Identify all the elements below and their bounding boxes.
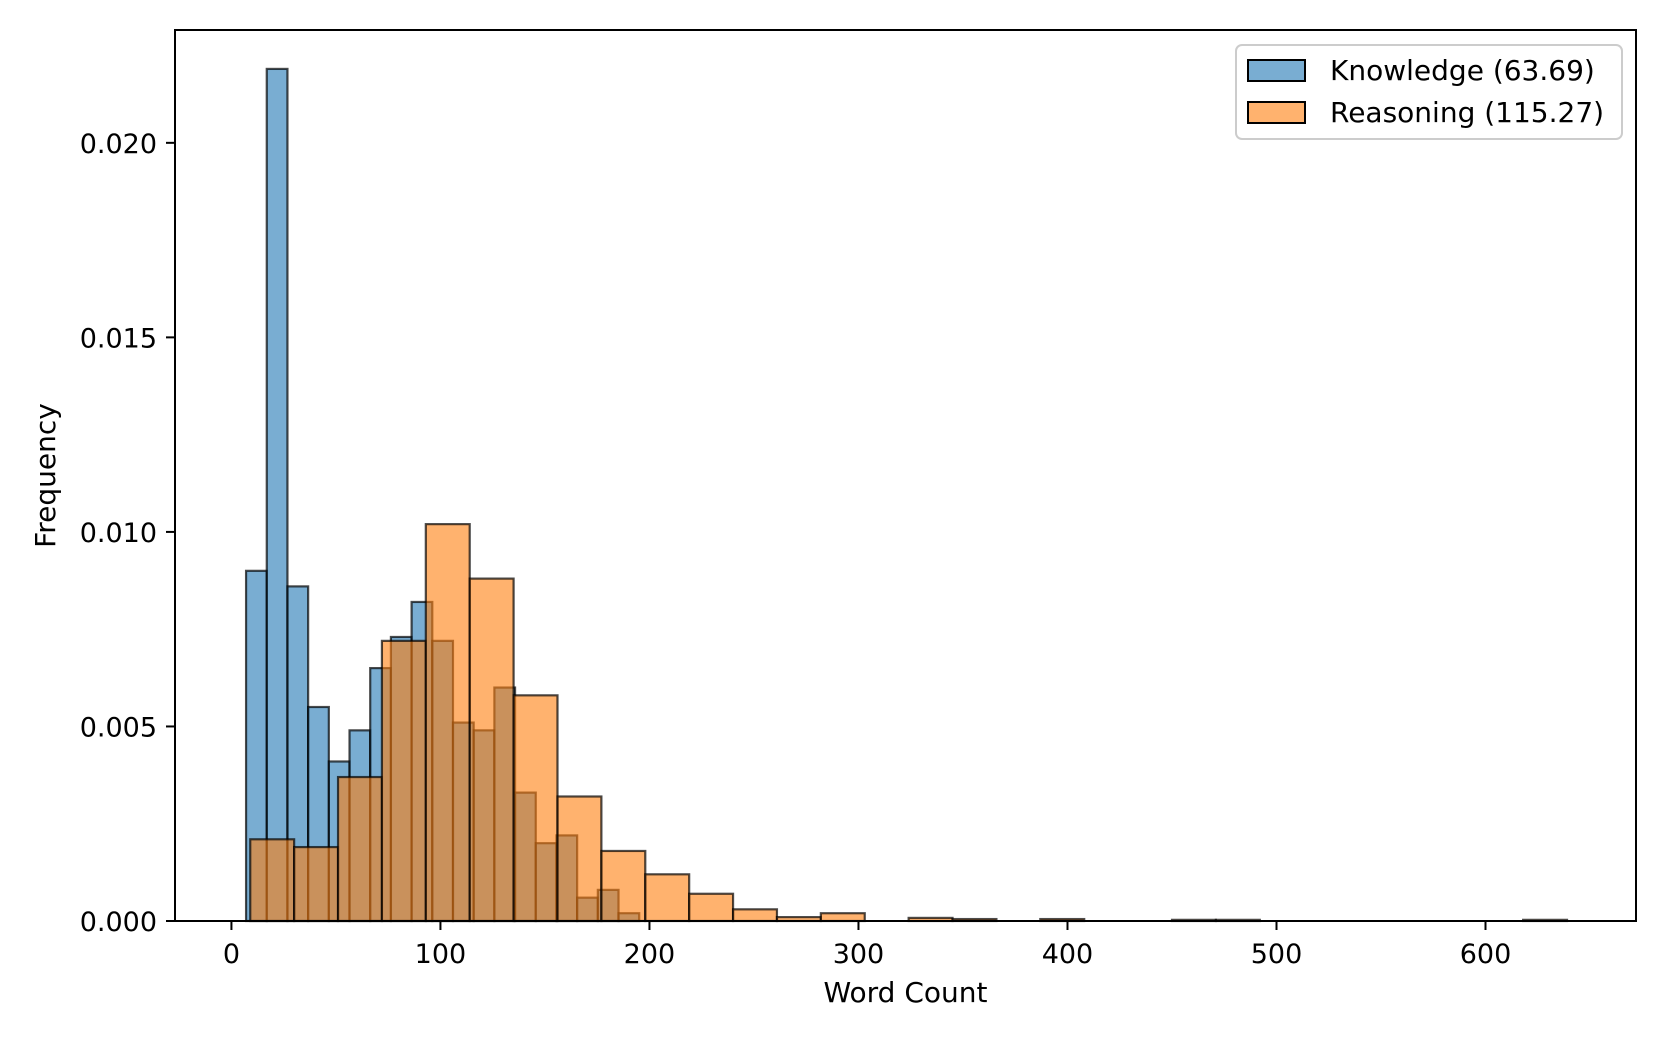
reasoning-bar: [380, 639, 427, 923]
reasoning-bar: [556, 795, 603, 923]
y-tick-label: 0.010: [80, 518, 157, 549]
reasoning-bar: [512, 694, 559, 923]
reasoning-bars: [249, 523, 1569, 923]
x-tick-label: 0: [223, 939, 240, 970]
reasoning-bar: [600, 849, 647, 923]
knowledge-bar: [265, 67, 289, 923]
x-tick-label: 200: [624, 939, 676, 970]
y-tick-label: 0.005: [80, 712, 157, 743]
reasoning-bar: [468, 577, 515, 923]
x-axis-label: Word Count: [823, 976, 987, 1009]
legend-swatch-reasoning: [1247, 101, 1306, 124]
x-tick-label: 500: [1251, 939, 1303, 970]
x-tick-label: 100: [415, 939, 467, 970]
reasoning-bar: [249, 838, 296, 923]
x-tick-label: 600: [1460, 939, 1512, 970]
legend-label-reasoning: Reasoning (115.27): [1330, 96, 1604, 129]
legend-box: [1235, 44, 1623, 140]
reasoning-bar: [644, 873, 691, 923]
plot-frame: [174, 29, 1637, 922]
y-tick-label: 0.020: [80, 129, 157, 160]
reasoning-bar: [336, 775, 384, 923]
x-tick-label: 400: [1042, 939, 1094, 970]
y-axis: 0.000 0.005 0.010 0.015 0.020: [80, 129, 175, 938]
x-tick-label: 300: [833, 939, 885, 970]
legend: Knowledge (63.69) Reasoning (115.27): [1235, 44, 1623, 140]
y-tick-label: 0.015: [80, 323, 157, 354]
y-tick-label: 0.000: [80, 907, 157, 938]
legend-swatch-knowledge: [1247, 59, 1306, 82]
x-axis: 0 100 200 300 400 500 600: [223, 921, 1511, 970]
reasoning-bar: [688, 892, 735, 923]
reasoning-bar: [293, 845, 340, 923]
reasoning-bar: [424, 523, 471, 923]
y-axis-label: Frequency: [29, 403, 62, 548]
legend-label-knowledge: Knowledge (63.69): [1330, 54, 1595, 87]
reasoning-bar: [819, 912, 866, 923]
reasoning-bar: [731, 908, 779, 923]
